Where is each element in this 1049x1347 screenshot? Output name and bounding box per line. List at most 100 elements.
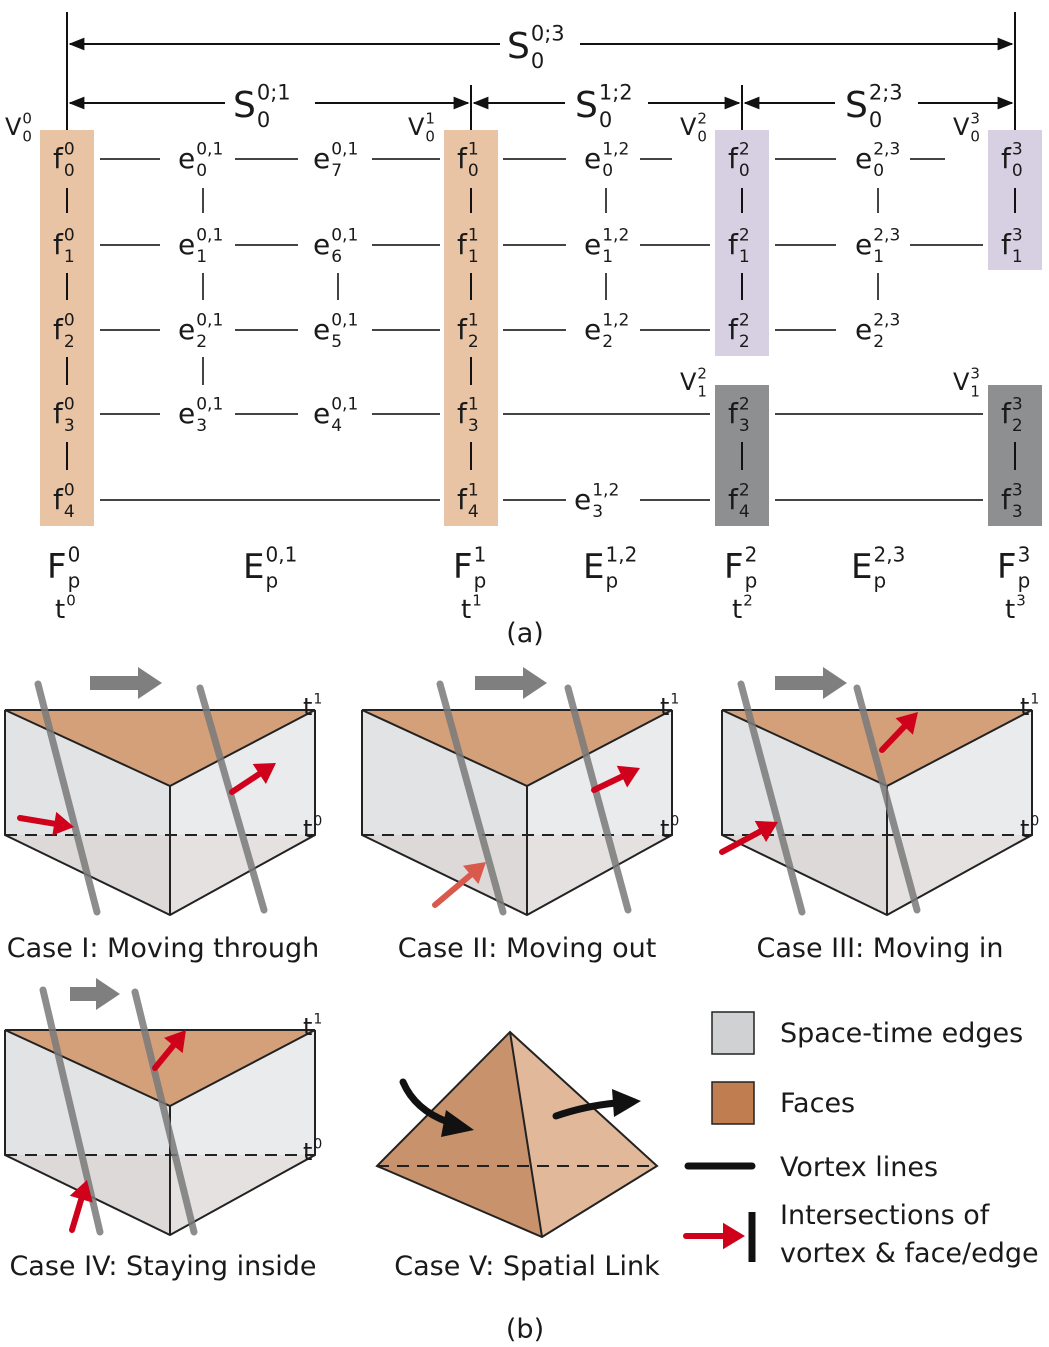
svg-text:f: f (457, 313, 468, 346)
frame-2-bar-top (715, 130, 769, 356)
svg-text:t: t (303, 693, 312, 721)
svg-text:1: 1 (1030, 691, 1039, 707)
svg-text:0,1: 0,1 (331, 140, 358, 160)
svg-text:t: t (303, 1013, 312, 1041)
svg-text:3: 3 (970, 109, 980, 127)
caption-a: (a) (506, 618, 544, 649)
face-3-1: f 31 (1001, 226, 1023, 267)
svg-text:t: t (303, 815, 312, 843)
svg-text:1: 1 (468, 226, 479, 246)
svg-text:e: e (584, 313, 601, 346)
svg-text:2: 2 (739, 311, 750, 331)
frame-label-0: F 0p (47, 543, 80, 593)
svg-text:f: f (1001, 397, 1012, 430)
svg-text:2: 2 (739, 481, 750, 501)
face-0-0: f 00 (53, 140, 75, 181)
svg-text:1: 1 (697, 383, 707, 401)
svg-text:e: e (855, 228, 872, 261)
svg-text:3: 3 (1012, 395, 1023, 415)
case-4-vortex-left (39, 986, 104, 1236)
prism-side-left (5, 710, 170, 915)
prism-side-left (5, 1030, 170, 1235)
case-1-in-arrow (17, 811, 74, 836)
case-1-vortex-right (196, 684, 268, 914)
svg-text:f: f (53, 142, 64, 175)
svg-text:1: 1 (468, 247, 479, 267)
edge-1-2-2: e 1,22 (584, 311, 629, 352)
svg-text:1: 1 (474, 543, 487, 567)
svg-text:0,1: 0,1 (265, 543, 297, 567)
svg-text:t: t (1020, 693, 1029, 721)
prism-side-right (170, 710, 315, 915)
svg-text:0: 0 (873, 161, 884, 181)
svg-text:F: F (724, 547, 744, 587)
svg-text:p: p (474, 569, 487, 593)
svg-text:1: 1 (1012, 247, 1023, 267)
svg-text:V: V (5, 113, 22, 141)
face-0-4: f 04 (53, 481, 75, 522)
svg-text:e: e (313, 228, 330, 261)
case-3-out-arrow (879, 712, 918, 753)
case-2-label: Case II: Moving out (398, 933, 657, 964)
svg-text:S: S (233, 85, 256, 126)
edge-0-1-2: e 0,12 (178, 311, 223, 352)
face-1-3: f 13 (457, 395, 479, 436)
edge-0-1-0: e 0,10 (178, 140, 223, 181)
svg-text:2: 2 (739, 332, 750, 352)
svg-text:0: 0 (68, 543, 81, 567)
svg-text:0: 0 (22, 128, 32, 146)
svg-text:2,3: 2,3 (873, 311, 900, 331)
edge-0-1-6: e 0,16 (313, 226, 358, 267)
svg-text:e: e (313, 397, 330, 430)
svg-text:f: f (457, 397, 468, 430)
svg-text:t: t (660, 815, 669, 843)
face-3-2: f 32 (1001, 395, 1023, 436)
svg-text:p: p (745, 569, 758, 593)
frame-label-3: F 3p (997, 543, 1030, 593)
svg-text:f: f (53, 313, 64, 346)
edge-1-2-3: e 1,23 (574, 481, 619, 522)
legend-label-faces: Faces (780, 1088, 855, 1119)
svg-text:t: t (1005, 595, 1015, 625)
svg-text:2;3: 2;3 (869, 81, 903, 105)
svg-text:0: 0 (599, 108, 612, 132)
svg-text:2,3: 2,3 (873, 140, 900, 160)
svg-text:0: 0 (1012, 161, 1023, 181)
svg-text:e: e (178, 313, 195, 346)
svg-text:2: 2 (745, 543, 758, 567)
svg-text:3: 3 (592, 502, 603, 522)
svg-text:f: f (728, 313, 739, 346)
svg-text:f: f (53, 397, 64, 430)
svg-text:0: 0 (670, 813, 679, 829)
svg-text:0: 0 (196, 161, 207, 181)
svg-text:2: 2 (468, 332, 479, 352)
svg-text:f: f (457, 483, 468, 516)
svg-text:0: 0 (22, 109, 32, 127)
svg-text:1: 1 (425, 109, 435, 127)
svg-text:e: e (313, 142, 330, 175)
svg-text:F: F (47, 547, 67, 587)
svg-text:p: p (873, 569, 886, 593)
svg-text:0,1: 0,1 (331, 311, 358, 331)
vertex-label-2-0: V 20 (680, 109, 707, 145)
svg-text:2: 2 (739, 140, 750, 160)
svg-text:2: 2 (697, 364, 707, 382)
span-label-0-3: S 0;3 0 (507, 22, 565, 73)
svg-text:1: 1 (468, 481, 479, 501)
svg-text:0,1: 0,1 (196, 140, 223, 160)
legend-label-intersections-2: vortex & face/edge (780, 1238, 1039, 1269)
svg-text:0: 0 (468, 161, 479, 181)
svg-text:1,2: 1,2 (602, 226, 629, 246)
svg-text:2,3: 2,3 (873, 543, 905, 567)
edge-2-3-0: e 2,30 (855, 140, 900, 181)
svg-text:1: 1 (64, 247, 75, 267)
svg-text:e: e (584, 228, 601, 261)
svg-text:2: 2 (743, 592, 753, 610)
svg-text:3: 3 (970, 364, 980, 382)
svg-text:p: p (265, 569, 278, 593)
